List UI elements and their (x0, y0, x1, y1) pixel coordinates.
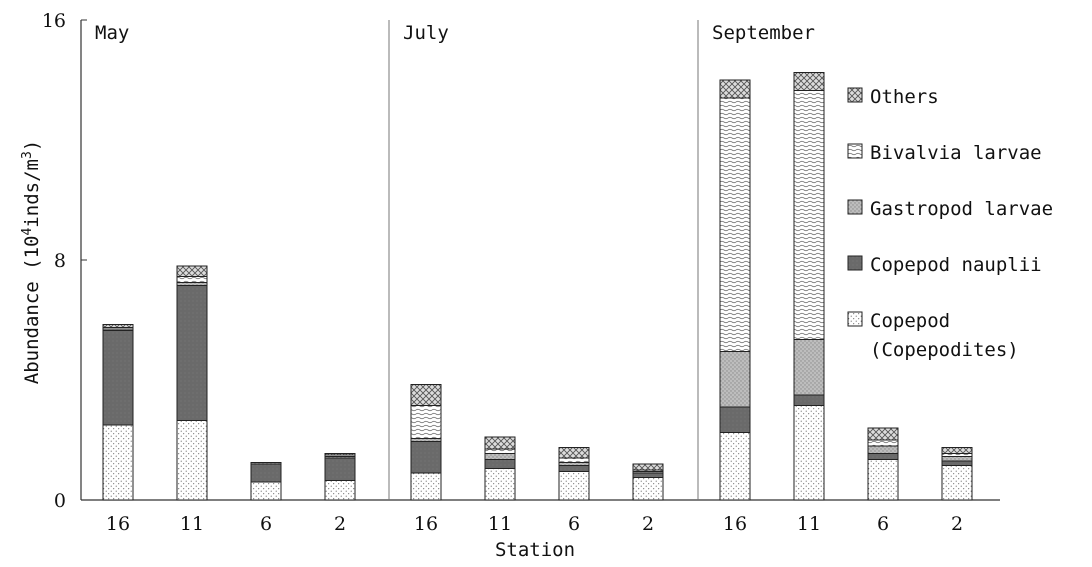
x-tick-label: 2 (642, 513, 654, 535)
x-tick-label: 6 (877, 513, 889, 535)
bar-segment-bivalvia-larvae (793, 90, 825, 340)
legend-label-others: Others (870, 86, 939, 108)
legend-swatch-copepod-nauplii (847, 255, 863, 271)
x-axis-title: Station (495, 539, 575, 561)
x-tick-label: 16 (106, 513, 130, 535)
bar-segment-others (941, 447, 973, 454)
bar-segment-copepod-nauplii (941, 460, 973, 466)
panel-titles: May July September (95, 22, 815, 44)
bar-segment-copepod-copepodites (176, 420, 208, 501)
bar-segment-others (793, 72, 825, 91)
x-tick-label: 2 (334, 513, 346, 535)
bar-segment-copepod-nauplii (867, 453, 899, 460)
bar-segment-gastropod-larvae (941, 456, 973, 462)
legend-label-copepod-copepodites: (Copepodites) (870, 339, 1019, 361)
bar-segment-copepod-copepodites (793, 405, 825, 501)
bar-segment-bivalvia-larvae (176, 276, 208, 283)
x-tick-label: 11 (797, 513, 821, 535)
bar-segment-copepod-nauplii (558, 465, 590, 472)
bar-segment-bivalvia-larvae (410, 405, 442, 439)
bar-segment-others (632, 463, 664, 471)
panel-title-may: May (95, 22, 129, 44)
bar-segment-others (176, 265, 208, 277)
bar-segment-copepod-nauplii (719, 406, 751, 433)
x-tick-label: 2 (951, 513, 963, 535)
bar-segment-others (102, 324, 134, 328)
legend-swatch-gastropod-larvae (847, 199, 863, 215)
bar-segment-gastropod-larvae (867, 445, 899, 454)
legend-swatch-copepod-copepodites (847, 311, 863, 327)
bar-segment-gastropod-larvae (484, 453, 516, 460)
bar-segment-copepod-copepodites (102, 424, 134, 501)
panel-title-july: July (403, 22, 449, 44)
x-tick-label: 16 (414, 513, 438, 535)
bar-segment-bivalvia-larvae (719, 97, 751, 352)
bar-segment-copepod-nauplii (176, 285, 208, 421)
bar-segment-copepod-copepodites (250, 481, 282, 501)
bar-segment-copepod-copepodites (484, 468, 516, 501)
y-axis-title-sup1: 4 (20, 228, 35, 236)
bar-segment-copepod-copepodites (719, 432, 751, 501)
x-tick-label: 6 (260, 513, 272, 535)
y-axis-ticks: 0 8 16 (42, 10, 87, 512)
bar-segment-copepod-copepodites (410, 472, 442, 501)
bar-segment-copepod-nauplii (484, 459, 516, 469)
bar-segment-copepod-nauplii (324, 457, 356, 481)
bar-segment-gastropod-larvae (719, 351, 751, 408)
bar-segment-others (867, 427, 899, 441)
bar-segment-bivalvia-larvae (867, 439, 899, 447)
bar-segment-copepod-nauplii (793, 394, 825, 406)
bar-segment-others (484, 436, 516, 450)
bar-segment-gastropod-larvae (793, 339, 825, 396)
bar-segment-copepod-nauplii (632, 472, 664, 478)
y-axis-title: Abundance (104inds/m3) (20, 140, 44, 384)
legend-swatch-bivalvia-larvae (847, 143, 863, 159)
x-tick-label: 11 (180, 513, 204, 535)
legend-swatch-others (847, 87, 863, 103)
bar-segment-copepod-copepodites (941, 465, 973, 501)
bar-segment-bivalvia-larvae (558, 457, 590, 463)
bar-segment-bivalvia-larvae (484, 448, 516, 454)
y-axis-title-part1: Abundance (10 (21, 236, 43, 385)
bar-segment-others (719, 79, 751, 99)
y-axis-title-part3: ) (21, 140, 43, 151)
y-axis-title-sup2: 3 (20, 151, 35, 159)
bar-segment-copepod-copepodites (867, 459, 899, 501)
bar-segment-gastropod-larvae (250, 462, 282, 465)
legend-label-gastropod-larvae: Gastropod larvae (870, 198, 1053, 220)
legend: Others Bivalvia larvae Gastropod larvae Cop… (847, 86, 1053, 361)
y-tick-label: 16 (42, 10, 66, 32)
y-tick-label: 8 (54, 250, 66, 272)
bar-segment-copepod-copepodites (558, 471, 590, 501)
panel-title-september: September (712, 22, 815, 44)
legend-label-copepod-copepodites: Copepod (870, 310, 950, 332)
bar-segment-others (324, 453, 356, 456)
x-tick-label: 11 (488, 513, 512, 535)
x-tick-label: 16 (723, 513, 747, 535)
y-tick-label: 0 (54, 490, 66, 512)
y-axis-title-part2: inds/m (21, 159, 43, 228)
bar-segment-copepod-copepodites (324, 480, 356, 501)
bar-segment-copepod-copepodites (632, 477, 664, 501)
bars-group (102, 72, 973, 501)
bar-segment-others (558, 447, 590, 459)
legend-label-bivalvia-larvae: Bivalvia larvae (870, 142, 1042, 164)
bar-segment-copepod-nauplii (410, 441, 442, 474)
bar-segment-copepod-nauplii (250, 463, 282, 483)
legend-label-copepod-nauplii: Copepod nauplii (870, 254, 1042, 276)
x-axis-ticks: 16 11 6 2 16 11 6 2 16 11 6 2 (106, 513, 963, 535)
bar-segment-others (410, 384, 442, 406)
bar-segment-copepod-nauplii (102, 330, 134, 426)
x-tick-label: 6 (568, 513, 580, 535)
